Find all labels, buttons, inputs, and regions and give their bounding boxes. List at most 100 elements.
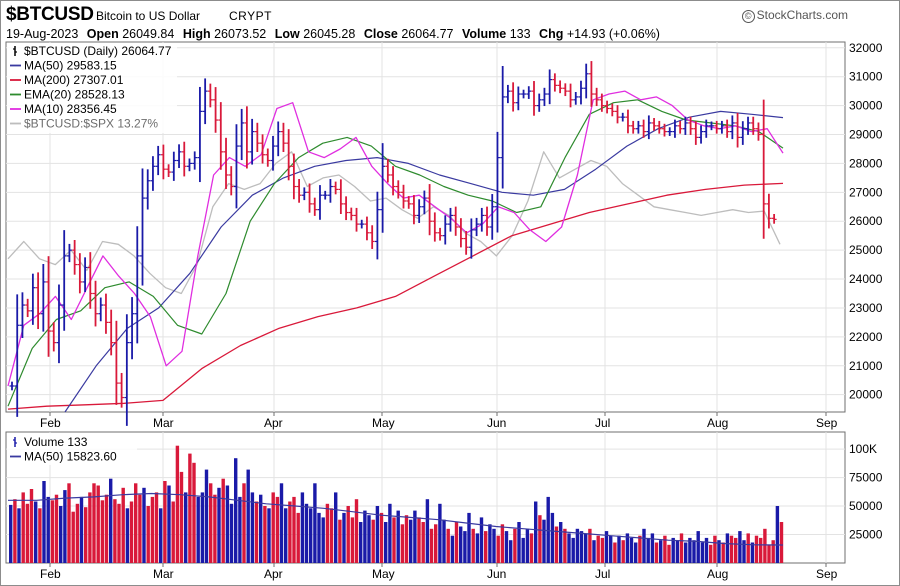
volume-bar [396, 510, 400, 563]
volume-ma50-line [8, 492, 784, 546]
x-tick-label: Jun [487, 416, 506, 430]
volume-bar [454, 522, 459, 563]
volume-bar [400, 524, 405, 563]
volume-bar [113, 499, 117, 563]
volume-bar [363, 510, 367, 563]
volume-bar [500, 524, 505, 563]
volume-bar [29, 489, 34, 563]
volume-bar [288, 501, 292, 563]
x-tick-label: May [372, 416, 395, 430]
volume-bar [146, 506, 150, 563]
volume-bar [217, 487, 221, 563]
x-tick-label: Apr [264, 567, 283, 581]
exchange-label: CRYPT [229, 9, 272, 23]
volume-bar [438, 503, 442, 563]
open-value: 26049.84 [122, 27, 175, 41]
volume-bar [342, 512, 346, 563]
ma50-line [64, 110, 784, 413]
volume-bar [709, 544, 713, 563]
volume-bar [104, 494, 109, 563]
volume-bar [521, 537, 525, 563]
volume-bar [54, 494, 59, 563]
price-y-tick-label: 31000 [849, 70, 883, 84]
volume-bar [254, 501, 259, 563]
volume-bar [467, 512, 471, 563]
x-tick-label: Sep [816, 416, 838, 430]
volume-bar [604, 531, 609, 563]
volume-bar [459, 526, 463, 563]
volume-bar [379, 512, 384, 563]
volume-bar [309, 508, 313, 563]
volume-bar [475, 533, 480, 563]
x-tick-label: Sep [816, 567, 838, 581]
volume-bar [696, 531, 700, 563]
volume-y-tick-label: 100K [849, 442, 877, 456]
volume-bar [196, 496, 200, 563]
volume-bar [588, 528, 592, 563]
volume-bar [321, 517, 325, 563]
volume-bar [638, 535, 642, 563]
volume-bar [646, 537, 650, 563]
price-panel: 20000 21000 22000 23000 24000 25000 26000 27000… [5, 41, 883, 426]
volume-bar [263, 506, 267, 563]
volume-bar [279, 483, 284, 563]
volume-bar [688, 537, 692, 563]
volume-bar [388, 503, 392, 563]
volume-bar [84, 507, 88, 563]
volume-bar [463, 531, 467, 563]
volume-y-tick-label: 25000 [849, 528, 883, 542]
price-legend-item: EMA(20) 28528.13 [24, 88, 125, 102]
price-y-tick-label: 32000 [849, 41, 883, 55]
volume-label: Volume [461, 27, 507, 41]
volume-bar [154, 492, 159, 563]
price-y-tick-label: 24000 [849, 272, 883, 286]
price-y-tick-label: 21000 [849, 359, 883, 373]
volume-bar [109, 478, 113, 563]
volume-bar [671, 537, 675, 563]
volume-bar [567, 533, 571, 563]
volume-bar [409, 519, 413, 563]
volume-bar [238, 496, 242, 563]
volume-bar [496, 535, 500, 563]
volume-bar [100, 500, 105, 563]
volume-bar [375, 506, 380, 563]
volume-bar [317, 512, 321, 563]
volume-legend-item: Volume 133 [24, 435, 88, 449]
volume-bar [75, 503, 80, 563]
volume-bar [213, 494, 217, 563]
volume-bar [367, 515, 371, 563]
price-y-tick-label: 23000 [849, 301, 883, 315]
volume-bar [492, 528, 496, 563]
volume-bar [504, 531, 509, 563]
volume-bar [384, 522, 388, 563]
brand-link[interactable]: © StockCharts.com [741, 8, 848, 23]
volume-bar [192, 462, 196, 563]
volume-bar [571, 537, 575, 563]
ohlc-stats-line: 19-Aug-2023 Open 26049.84 High 26073.52 … [6, 27, 665, 41]
instrument-name: Bitcoin to US Dollar [96, 9, 201, 23]
volume-bar [621, 540, 625, 563]
volume-bar [471, 528, 475, 563]
volume-bar [546, 496, 550, 563]
volume-bar [721, 542, 725, 563]
volume-bar [354, 499, 359, 563]
volume-bar [284, 508, 288, 563]
low-label: Low [274, 27, 300, 41]
volume-bar [234, 458, 238, 563]
low-value: 26045.28 [303, 27, 356, 41]
volume-bar [267, 508, 271, 563]
price-y-tick-label: 25000 [849, 243, 883, 257]
volume-bar [42, 481, 46, 563]
price-y-tick-label: 30000 [849, 99, 883, 113]
volume-bar [9, 504, 13, 563]
volume-bar [50, 500, 55, 563]
price-legend-bar-icon [13, 46, 17, 56]
volume-bar [738, 531, 742, 563]
volume-bar [188, 453, 192, 563]
volume-bar [313, 483, 317, 563]
volume-bar [692, 540, 696, 563]
volume-bar [338, 519, 342, 563]
volume-bar [13, 499, 17, 563]
volume-bar [425, 499, 430, 563]
